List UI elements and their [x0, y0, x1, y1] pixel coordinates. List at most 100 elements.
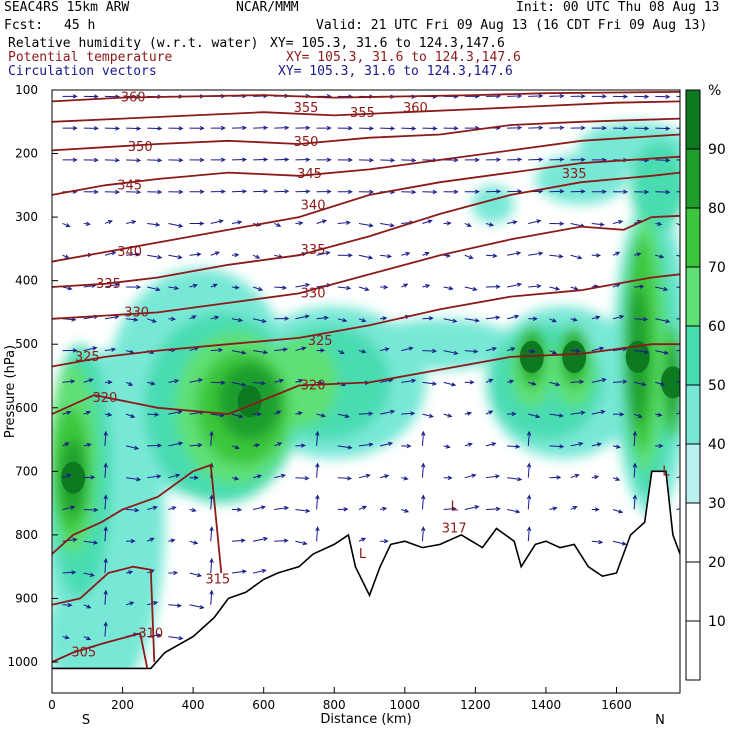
wind-vector	[168, 441, 184, 447]
wind-vector	[295, 411, 303, 416]
wind-vector	[422, 413, 434, 418]
wind-vector	[315, 494, 320, 510]
wind-vector	[612, 476, 621, 481]
colorbar-segment	[686, 621, 700, 680]
theta-contour-305	[52, 632, 149, 669]
wind-vector	[147, 474, 162, 479]
wind-vector	[253, 125, 269, 130]
wind-vector	[507, 220, 518, 225]
wind-vector	[634, 317, 649, 322]
wind-vector	[358, 349, 367, 354]
wind-vector	[316, 125, 332, 131]
wind-vector	[103, 589, 108, 605]
wind-vector	[591, 409, 606, 415]
wind-vector	[358, 126, 375, 131]
colorbar-segment	[686, 562, 700, 621]
wind-vector	[189, 125, 205, 131]
field-vectors-name: Circulation vectors	[8, 64, 157, 79]
wind-vector	[634, 94, 650, 99]
wind-vector	[168, 506, 177, 511]
wind-vector	[168, 603, 182, 608]
wind-vector	[358, 473, 371, 479]
north-label: N	[655, 713, 665, 728]
wind-vector	[591, 507, 600, 512]
wind-vector	[147, 254, 163, 260]
wind-vector	[464, 254, 474, 260]
contour-label: 345	[297, 167, 322, 182]
wind-vector	[507, 476, 523, 482]
wind-vector	[380, 254, 393, 259]
rh-maximum	[519, 340, 544, 373]
contour-label: 340	[117, 245, 142, 260]
field-theta-name: Potential temperature	[8, 50, 173, 65]
theta-contour-340	[52, 155, 680, 263]
wind-vector	[421, 462, 426, 478]
y-axis-title: Pressure (hPa)	[3, 345, 18, 438]
wind-vector	[253, 350, 269, 355]
wind-vector	[189, 189, 205, 194]
wind-vector	[168, 538, 176, 543]
contour-label: 340	[301, 199, 326, 214]
rh-maximum	[237, 385, 262, 418]
wind-vector	[422, 316, 434, 321]
wind-vector	[295, 157, 311, 162]
wind-vector	[591, 125, 607, 131]
wind-vector	[632, 462, 638, 478]
wind-vector	[147, 286, 161, 292]
wind-vector	[83, 189, 99, 195]
axes: 100 200 300 400 500 600 700 800 900 1000 0 200 400 60…	[3, 83, 665, 728]
x-tick-label: 0	[48, 698, 56, 712]
wind-vector	[612, 314, 625, 320]
wind-vector	[526, 462, 532, 478]
y-tick-label: 600	[15, 401, 38, 415]
wind-vector	[526, 430, 532, 446]
field-rh-name: Relative humidity (w.r.t. water)	[8, 36, 259, 51]
wind-vector	[612, 540, 627, 546]
x-tick-label: 600	[252, 698, 275, 712]
wind-vector	[274, 222, 282, 227]
wind-vector	[231, 220, 243, 225]
forecast-label: Fcst:	[4, 18, 44, 33]
wind-vector	[632, 430, 638, 446]
wind-vector	[83, 442, 92, 448]
wind-vector	[337, 126, 353, 131]
theta-contour-355	[52, 100, 680, 123]
wind-vector	[570, 506, 578, 511]
contour-label: 335	[96, 277, 121, 292]
rh-region	[362, 318, 518, 370]
colorbar-label: 70	[708, 260, 726, 276]
wind-vector	[655, 94, 671, 99]
wind-vector	[231, 285, 240, 290]
contour-label: 350	[294, 135, 319, 150]
wind-vector	[252, 474, 263, 479]
wind-vector	[528, 125, 544, 130]
wind-vector	[104, 412, 113, 417]
institution: NCAR/MMM	[236, 0, 299, 15]
wind-vector	[591, 253, 601, 258]
wind-vector	[380, 506, 388, 512]
plot-frame	[51, 89, 681, 694]
wind-vector	[358, 318, 367, 323]
wind-vector	[252, 505, 266, 510]
wind-vector	[612, 126, 629, 131]
colorbar-label: 90	[708, 142, 726, 158]
wind-vector	[83, 507, 99, 513]
wind-vector	[612, 379, 628, 384]
wind-vector	[401, 346, 414, 352]
wind-vector	[612, 412, 625, 417]
wind-vector	[231, 125, 248, 131]
wind-vector	[485, 253, 498, 258]
wind-vector	[274, 505, 290, 511]
wind-vector	[83, 572, 95, 577]
wind-vector	[570, 473, 580, 479]
wind-vector	[443, 318, 458, 323]
wind-vector	[401, 126, 417, 131]
wind-vector	[62, 473, 72, 479]
wind-vector	[612, 219, 624, 225]
terrain-fill	[52, 471, 680, 693]
wind-vector	[570, 317, 578, 322]
contour-label: 360	[403, 101, 428, 116]
wind-vector	[380, 284, 389, 290]
wind-vector	[655, 318, 671, 324]
wind-vector	[591, 442, 603, 447]
